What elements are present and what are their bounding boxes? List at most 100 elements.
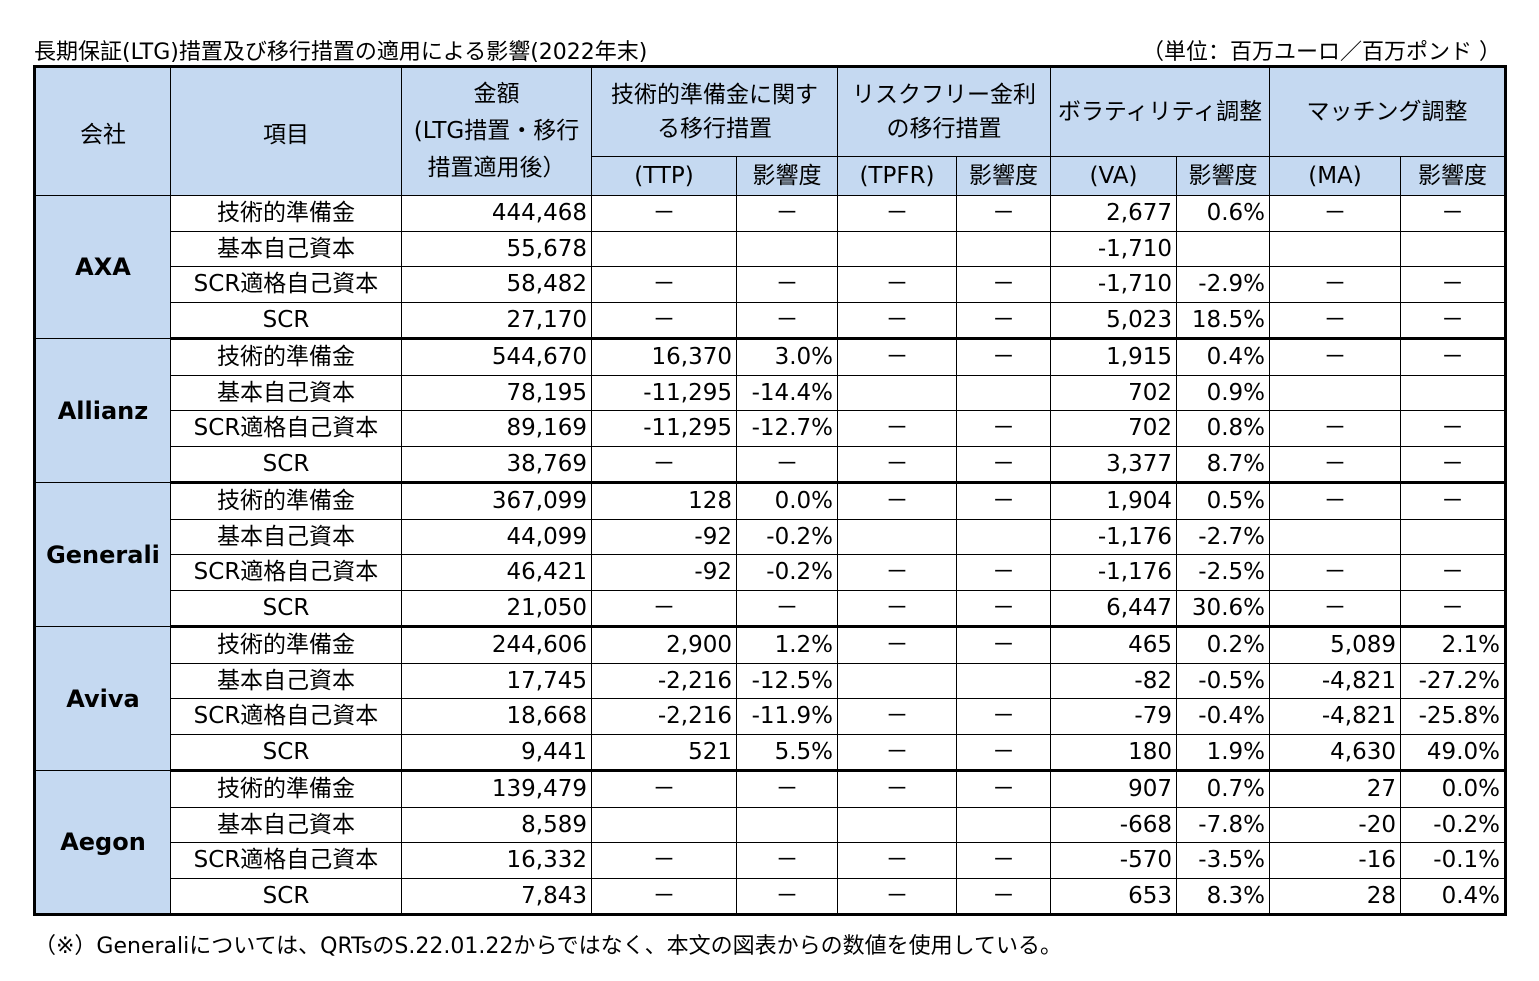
value-cell: － (956, 698, 1051, 735)
value-cell: － (1400, 195, 1506, 232)
value-cell: － (591, 445, 737, 484)
value-cell: 1,915 (1050, 338, 1177, 376)
value-cell (1176, 230, 1270, 267)
value-cell: 16,370 (591, 338, 737, 376)
value-cell: -11,295 (591, 410, 737, 447)
value-cell: － (591, 266, 737, 303)
value-cell: － (837, 195, 957, 232)
value-cell: － (956, 733, 1051, 772)
value-cell: -1,176 (1050, 554, 1177, 591)
value-cell: － (1269, 301, 1401, 340)
value-cell: 4,630 (1269, 733, 1401, 772)
value-cell: － (956, 482, 1051, 520)
item-cell: SCR適格自己資本 (170, 698, 402, 735)
value-cell: 0.9% (1176, 374, 1270, 411)
table-row: 基本自己資本 55,678 -1,710 (35, 230, 1506, 267)
table-row: Aviva 技術的準備金 244,606 2,900 1.2% －－ 465 0.2% 5,08… (34, 626, 1506, 771)
table-row: 基本自己資本 8,589 -668 -7.8% -20 -0.2% (35, 806, 1506, 843)
value-cell: － (1400, 266, 1506, 303)
item-cell: SCR (170, 445, 402, 484)
value-cell: -0.1% (1400, 842, 1506, 879)
value-cell (736, 230, 838, 267)
value-cell: － (837, 877, 957, 916)
header-ttp-line1: 技術的準備金に関す (611, 82, 818, 108)
value-cell: 30.6% (1176, 589, 1270, 628)
value-cell: -2.5% (1176, 554, 1270, 591)
value-cell: － (591, 195, 737, 232)
value-cell: － (736, 195, 838, 232)
value-cell: － (956, 554, 1051, 591)
company-cell: Generali (34, 482, 171, 627)
value-cell: － (837, 554, 957, 591)
footnote: （※）Generaliについては、QRTsのS.22.01.22からではなく、本… (34, 934, 1063, 959)
value-cell (956, 662, 1051, 699)
value-cell: － (736, 877, 838, 916)
item-cell: 基本自己資本 (170, 230, 402, 267)
value-cell: -668 (1050, 806, 1177, 843)
value-cell: 0.8% (1176, 410, 1270, 447)
value-cell: － (1269, 195, 1401, 232)
value-cell: 38,769 (401, 445, 592, 484)
value-cell: － (1269, 482, 1401, 520)
value-cell: 8.7% (1176, 445, 1270, 484)
table-title: 長期保証(LTG)措置及び移行措置の適用による影響(2022年末) (34, 40, 648, 65)
value-cell: － (956, 626, 1051, 664)
value-cell (1269, 518, 1401, 555)
value-cell: － (1400, 445, 1506, 484)
value-cell: -4,821 (1269, 698, 1401, 735)
value-cell: 28 (1269, 877, 1401, 916)
table-row: SCR適格自己資本 58,482 －－－－ -1,710 -2.9% －－ (35, 266, 1506, 303)
header-amount-line3: 措置適用後） (427, 155, 566, 181)
item-cell: SCR (170, 733, 402, 772)
value-cell: 2,900 (591, 626, 737, 664)
value-cell: － (1269, 589, 1401, 628)
value-cell: -79 (1050, 698, 1177, 735)
item-cell: 技術的準備金 (170, 482, 402, 520)
header-amount-line2: (LTG措置・移行 (413, 118, 580, 144)
value-cell: － (837, 733, 957, 772)
value-cell: － (591, 877, 737, 916)
header-ma-impact: 影響度 (1400, 156, 1506, 196)
unit-label: （単位：百万ユーロ／百万ポンド ） (1142, 40, 1501, 65)
value-cell: 5,023 (1050, 301, 1177, 340)
value-cell: 702 (1050, 374, 1177, 411)
value-cell (1269, 374, 1401, 411)
value-cell: 0.0% (736, 482, 838, 520)
value-cell: － (837, 626, 957, 664)
table-row: SCR適格自己資本 89,169 -11,295 -12.7% －－ 702 0.8% －－ (35, 410, 1506, 447)
value-cell: 653 (1050, 877, 1177, 916)
value-cell: -0.4% (1176, 698, 1270, 735)
value-cell: -14.4% (736, 374, 838, 411)
table-row: 基本自己資本 44,099 -92 -0.2% -1,176 -2.7% (35, 518, 1506, 555)
value-cell (1269, 230, 1401, 267)
value-cell (1400, 374, 1506, 411)
header-amount: 金額 (LTG措置・移行 措置適用後） (401, 66, 592, 196)
value-cell: － (837, 589, 957, 628)
value-cell: － (956, 266, 1051, 303)
value-cell: 27 (1269, 770, 1401, 808)
value-cell: -20 (1269, 806, 1401, 843)
header-tpfr: リスクフリー金利 の移行措置 (837, 66, 1051, 157)
value-cell: － (837, 410, 957, 447)
value-cell: － (956, 842, 1051, 879)
value-cell: － (837, 301, 957, 340)
item-cell: SCR (170, 877, 402, 916)
value-cell: － (1269, 445, 1401, 484)
value-cell: -92 (591, 518, 737, 555)
table-row: SCR適格自己資本 46,421 -92 -0.2% －－ -1,176 -2.5% －－ (35, 554, 1506, 591)
value-cell: -25.8% (1400, 698, 1506, 735)
value-cell: 244,606 (401, 626, 592, 664)
table-row: AXA 技術的準備金 444,468 －－－－ 2,677 0.6% －－ (34, 195, 1506, 339)
value-cell: 5,089 (1269, 626, 1401, 664)
item-cell: 基本自己資本 (170, 662, 402, 699)
table-row: SCR適格自己資本 16,332 －－－－ -570 -3.5% -16 -0.1% (35, 842, 1506, 879)
value-cell: -11.9% (736, 698, 838, 735)
table-row: SCR 9,441 521 5.5% －－ 180 1.9% 4,630 49.0% (35, 733, 1506, 772)
value-cell: － (1400, 482, 1506, 520)
value-cell: － (956, 410, 1051, 447)
value-cell: 7,843 (401, 877, 592, 916)
item-cell: 技術的準備金 (170, 770, 402, 808)
value-cell: － (956, 445, 1051, 484)
value-cell: 3,377 (1050, 445, 1177, 484)
value-cell: 1.9% (1176, 733, 1270, 772)
